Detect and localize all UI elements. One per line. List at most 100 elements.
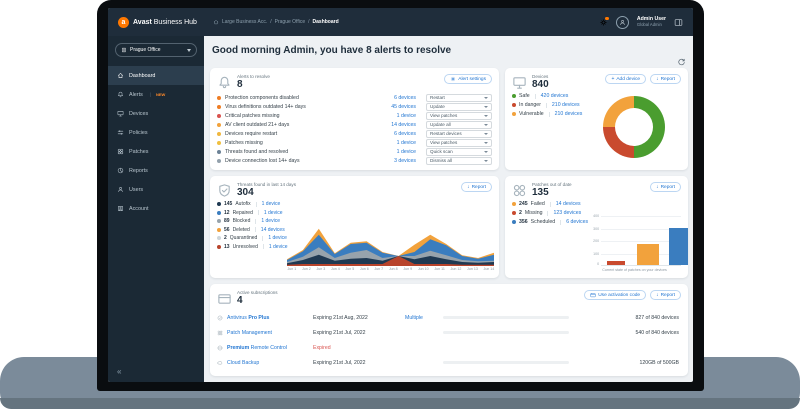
legend-item: 2 Quarantined 1 device [217,235,287,241]
patch-management-icon [217,330,223,335]
subscription-name-link[interactable]: Cloud Backup [227,359,260,366]
use-activation-code-button[interactable]: Use activation code [584,290,647,300]
alert-action-select[interactable]: Update all [426,120,492,129]
card-title: Alerts to resolve [237,74,270,79]
threat-devices-link[interactable]: 1 device [268,235,287,241]
breadcrumb-item[interactable]: Prague Office [274,19,306,25]
sidebar-item-dashboard[interactable]: Dashboard [108,66,204,85]
alert-row: Device connection lost 14+ days 3 device… [217,156,492,165]
alert-devices-link[interactable]: 1 device [396,148,416,155]
alert-action-select[interactable]: Restart [426,93,492,102]
legend-item: 145 Autofix 1 device [217,201,287,207]
subscription-name-link[interactable]: Patch Management [227,329,272,336]
settings-button[interactable] [599,16,609,27]
legend-item: Vulnerable 210 devices [512,111,582,117]
sidebar-item-policies[interactable]: Policies [108,123,204,142]
page-title: Good morning Admin, you have 8 alerts to… [212,45,452,56]
sidebar-item-patches[interactable]: Patches [108,142,204,161]
subscription-row: Cloud Backup Expiring 21st Jul, 2022 120… [217,358,681,368]
subscription-expiry: Expiring 21st Aug, 2022 [313,314,368,321]
subscription-expiry: Expiring 21st Jul, 2022 [313,329,366,336]
threat-devices-link[interactable]: 1 device [268,243,288,250]
threats-legend: 145 Autofix 1 device 12 Repaired [217,201,287,272]
threat-devices-link[interactable]: 14 devices [260,226,285,233]
subscription-multiple-link[interactable]: Multiple [405,314,423,321]
subscription-name-link[interactable]: Premium Remote Control [227,344,287,351]
alert-devices-link[interactable]: 3 devices [394,157,416,164]
alerts-card: Alerts to resolve 8 Alert settings [210,68,499,170]
devices-danger-link[interactable]: 210 devices [551,102,580,108]
alert-settings-button[interactable]: Alert settings [444,74,492,84]
sidebar-item-alerts[interactable]: Alerts | NEW [108,85,204,104]
sidebar-item-account[interactable]: Account [108,199,204,218]
alert-action-select[interactable]: View patches [426,138,492,147]
patch-devices-link[interactable]: 123 devices [553,210,582,216]
side-panel-icon[interactable] [674,18,683,27]
chevron-down-icon [484,132,488,135]
threat-devices-link[interactable]: 1 device [263,209,283,216]
sidebar-item-users[interactable]: Users [108,180,204,199]
add-device-button[interactable]: + Add device [605,74,647,84]
chevron-down-icon [484,96,488,99]
alert-devices-link[interactable]: 6 devices [394,94,416,101]
threat-devices-link[interactable]: 1 device [261,201,281,207]
patch-devices-link[interactable]: 14 devices [555,201,581,207]
threat-devices-link[interactable]: 1 device [261,218,280,224]
card-title: Threats found in last 14 days [237,182,296,187]
alert-action-select[interactable]: Dismiss all [426,156,492,165]
subscriptions-count: 4 [237,295,243,306]
alert-status-icon [217,104,221,109]
chevron-down-icon [484,123,488,126]
subscriptions-report-button[interactable]: ↓ Report [650,290,681,300]
sidebar: Prague Office Dashboard Alerts | NEW Dev… [108,36,204,382]
monitor-icon [513,77,526,89]
alert-action-select[interactable]: Restart devices [426,129,492,138]
user-menu[interactable]: Admin User Global Admin [637,16,666,28]
card-icon [590,293,596,298]
chevron-down-icon [187,48,191,52]
sidebar-item-devices[interactable]: Devices [108,104,204,123]
legend-dot [217,244,221,249]
legend-dot [217,202,221,206]
avatar[interactable] [615,15,629,29]
top-bar: a Avast Business Hub Large Business Acc.… [108,8,693,36]
alert-action-select[interactable]: View patches [426,111,492,120]
reports-icon [117,167,124,174]
alert-row: Patches missing 1 device View patches [217,138,492,147]
devices-report-button[interactable]: ↓ Report [650,74,681,84]
dashboard-icon [118,73,123,78]
devices-safe-link[interactable]: 420 devices [540,93,569,99]
alert-action-select[interactable]: Update [426,102,492,111]
alert-devices-link[interactable]: 1 device [396,112,416,119]
threats-report-button[interactable]: ↓ Report [461,182,492,192]
alert-action-select[interactable]: Quick scan [426,147,492,156]
devices-count: 840 [532,79,549,90]
sidebar-collapse-button[interactable]: « [117,367,122,376]
subscription-progress [443,316,569,319]
devices-donut-chart [603,96,665,158]
patch-devices-link[interactable]: 6 devices [566,219,589,225]
legend-item: 2 Missing 123 devices [512,210,588,216]
alert-devices-link[interactable]: 1 device [396,139,416,146]
subscription-progress [443,331,569,334]
site-selector[interactable]: Prague Office [115,43,197,57]
legend-item: 12 Repaired 1 device [217,210,287,216]
patches-report-button[interactable]: ↓ Report [650,182,681,192]
subscription-name-link[interactable]: Antivirus Pro Plus [227,314,270,321]
threats-area-svg [287,228,495,266]
bar-missing [607,261,626,265]
alert-devices-link[interactable]: 6 devices [394,130,416,137]
download-icon: ↓ [656,183,659,190]
alert-devices-link[interactable]: 45 devices [391,103,416,110]
subscription-row: Premium Remote Control Expired [217,343,681,353]
breadcrumb-item[interactable]: Large Business Acc. [221,19,268,25]
devices-vulnerable-link[interactable]: 210 devices [554,111,583,117]
chevron-down-icon [484,159,488,162]
sidebar-item-reports[interactable]: Reports [108,161,204,180]
alert-list: Protection components disabled 6 devices… [217,93,492,165]
subscription-usage: 827 of 840 devices [635,314,679,321]
shield-check-icon [219,184,230,197]
chevron-down-icon [484,141,488,144]
alert-devices-link[interactable]: 14 devices [391,121,416,128]
refresh-icon[interactable] [677,58,686,67]
